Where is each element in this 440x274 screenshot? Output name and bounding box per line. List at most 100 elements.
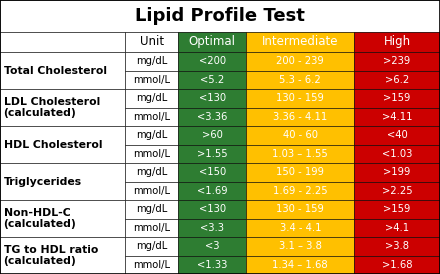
Bar <box>246 52 354 70</box>
Text: >3.8: >3.8 <box>385 241 409 251</box>
Bar <box>246 237 354 255</box>
Bar <box>178 89 246 107</box>
Bar <box>246 181 354 200</box>
Bar <box>354 70 440 89</box>
Bar <box>0 52 125 89</box>
Bar <box>178 255 246 274</box>
Text: 200 - 239: 200 - 239 <box>276 56 324 66</box>
Bar <box>178 200 246 219</box>
Bar <box>0 163 125 200</box>
Text: LDL Cholesterol
(calculated): LDL Cholesterol (calculated) <box>4 97 100 118</box>
Bar <box>354 126 440 145</box>
Bar <box>0 237 125 274</box>
Text: >239: >239 <box>384 56 411 66</box>
Text: <5.2: <5.2 <box>200 75 224 85</box>
Text: 5.3 - 6.2: 5.3 - 6.2 <box>279 75 321 85</box>
Text: <1.33: <1.33 <box>197 260 227 270</box>
Text: 1.03 – 1.55: 1.03 – 1.55 <box>272 149 328 159</box>
Bar <box>125 181 178 200</box>
Text: HDL Cholesterol: HDL Cholesterol <box>4 139 102 150</box>
Bar <box>178 126 246 145</box>
Text: mmol/L: mmol/L <box>133 186 170 196</box>
Bar <box>125 237 178 255</box>
Bar <box>246 107 354 126</box>
Text: TG to HDL ratio
(calculated): TG to HDL ratio (calculated) <box>4 245 98 266</box>
Bar <box>246 255 354 274</box>
Text: 130 - 159: 130 - 159 <box>276 204 324 214</box>
Bar <box>0 126 125 163</box>
Text: >2.25: >2.25 <box>382 186 412 196</box>
Bar <box>178 145 246 163</box>
Bar <box>354 89 440 107</box>
Bar <box>178 237 246 255</box>
Bar <box>354 145 440 163</box>
Bar <box>0 0 440 32</box>
Text: 3.4 - 4.1: 3.4 - 4.1 <box>279 223 321 233</box>
Text: Unit: Unit <box>140 35 164 48</box>
Bar <box>125 126 178 145</box>
Bar <box>125 255 178 274</box>
Text: >4.11: >4.11 <box>382 112 412 122</box>
Text: <1.03: <1.03 <box>382 149 412 159</box>
Bar <box>354 219 440 237</box>
Text: <150: <150 <box>199 167 226 177</box>
Bar <box>0 200 125 237</box>
Text: mg/dL: mg/dL <box>136 204 168 214</box>
Text: mmol/L: mmol/L <box>133 260 170 270</box>
Text: Lipid Profile Test: Lipid Profile Test <box>135 7 305 25</box>
Bar <box>354 200 440 219</box>
Text: <3.3: <3.3 <box>200 223 224 233</box>
Bar <box>125 89 178 107</box>
Text: >159: >159 <box>383 204 411 214</box>
Text: >159: >159 <box>383 93 411 103</box>
Text: 40 - 60: 40 - 60 <box>283 130 318 140</box>
Text: mg/dL: mg/dL <box>136 167 168 177</box>
Bar <box>246 126 354 145</box>
Bar <box>246 70 354 89</box>
Bar <box>354 237 440 255</box>
Bar <box>0 32 125 52</box>
Bar <box>125 107 178 126</box>
Bar <box>178 181 246 200</box>
Bar <box>354 32 440 52</box>
Text: >4.1: >4.1 <box>385 223 409 233</box>
Text: >199: >199 <box>383 167 411 177</box>
Text: <130: <130 <box>199 204 226 214</box>
Text: 3.36 - 4.11: 3.36 - 4.11 <box>273 112 327 122</box>
Bar <box>125 219 178 237</box>
Text: 150 - 199: 150 - 199 <box>276 167 324 177</box>
Bar <box>246 200 354 219</box>
Text: >60: >60 <box>202 130 223 140</box>
Text: mmol/L: mmol/L <box>133 112 170 122</box>
Text: mmol/L: mmol/L <box>133 223 170 233</box>
Text: mmol/L: mmol/L <box>133 75 170 85</box>
Text: >6.2: >6.2 <box>385 75 409 85</box>
Bar <box>125 145 178 163</box>
Text: >1.68: >1.68 <box>382 260 412 270</box>
Text: mmol/L: mmol/L <box>133 149 170 159</box>
Text: 130 - 159: 130 - 159 <box>276 93 324 103</box>
Bar <box>178 107 246 126</box>
Text: mg/dL: mg/dL <box>136 93 168 103</box>
Text: Total Cholesterol: Total Cholesterol <box>4 65 106 76</box>
Text: <3.36: <3.36 <box>197 112 227 122</box>
Text: Triglycerides: Triglycerides <box>4 176 82 187</box>
Bar <box>354 163 440 181</box>
Bar <box>246 89 354 107</box>
Text: Intermediate: Intermediate <box>262 35 338 48</box>
Bar <box>354 52 440 70</box>
Text: >1.55: >1.55 <box>197 149 227 159</box>
Bar <box>125 163 178 181</box>
Text: 1.69 - 2.25: 1.69 - 2.25 <box>273 186 328 196</box>
Text: mg/dL: mg/dL <box>136 130 168 140</box>
Bar <box>178 163 246 181</box>
Text: <130: <130 <box>199 93 226 103</box>
Text: 3.1 – 3.8: 3.1 – 3.8 <box>279 241 322 251</box>
Text: 1.34 – 1.68: 1.34 – 1.68 <box>272 260 328 270</box>
Bar <box>246 145 354 163</box>
Text: <1.69: <1.69 <box>197 186 227 196</box>
Text: <3: <3 <box>205 241 220 251</box>
Bar <box>178 70 246 89</box>
Bar <box>125 200 178 219</box>
Bar <box>246 32 354 52</box>
